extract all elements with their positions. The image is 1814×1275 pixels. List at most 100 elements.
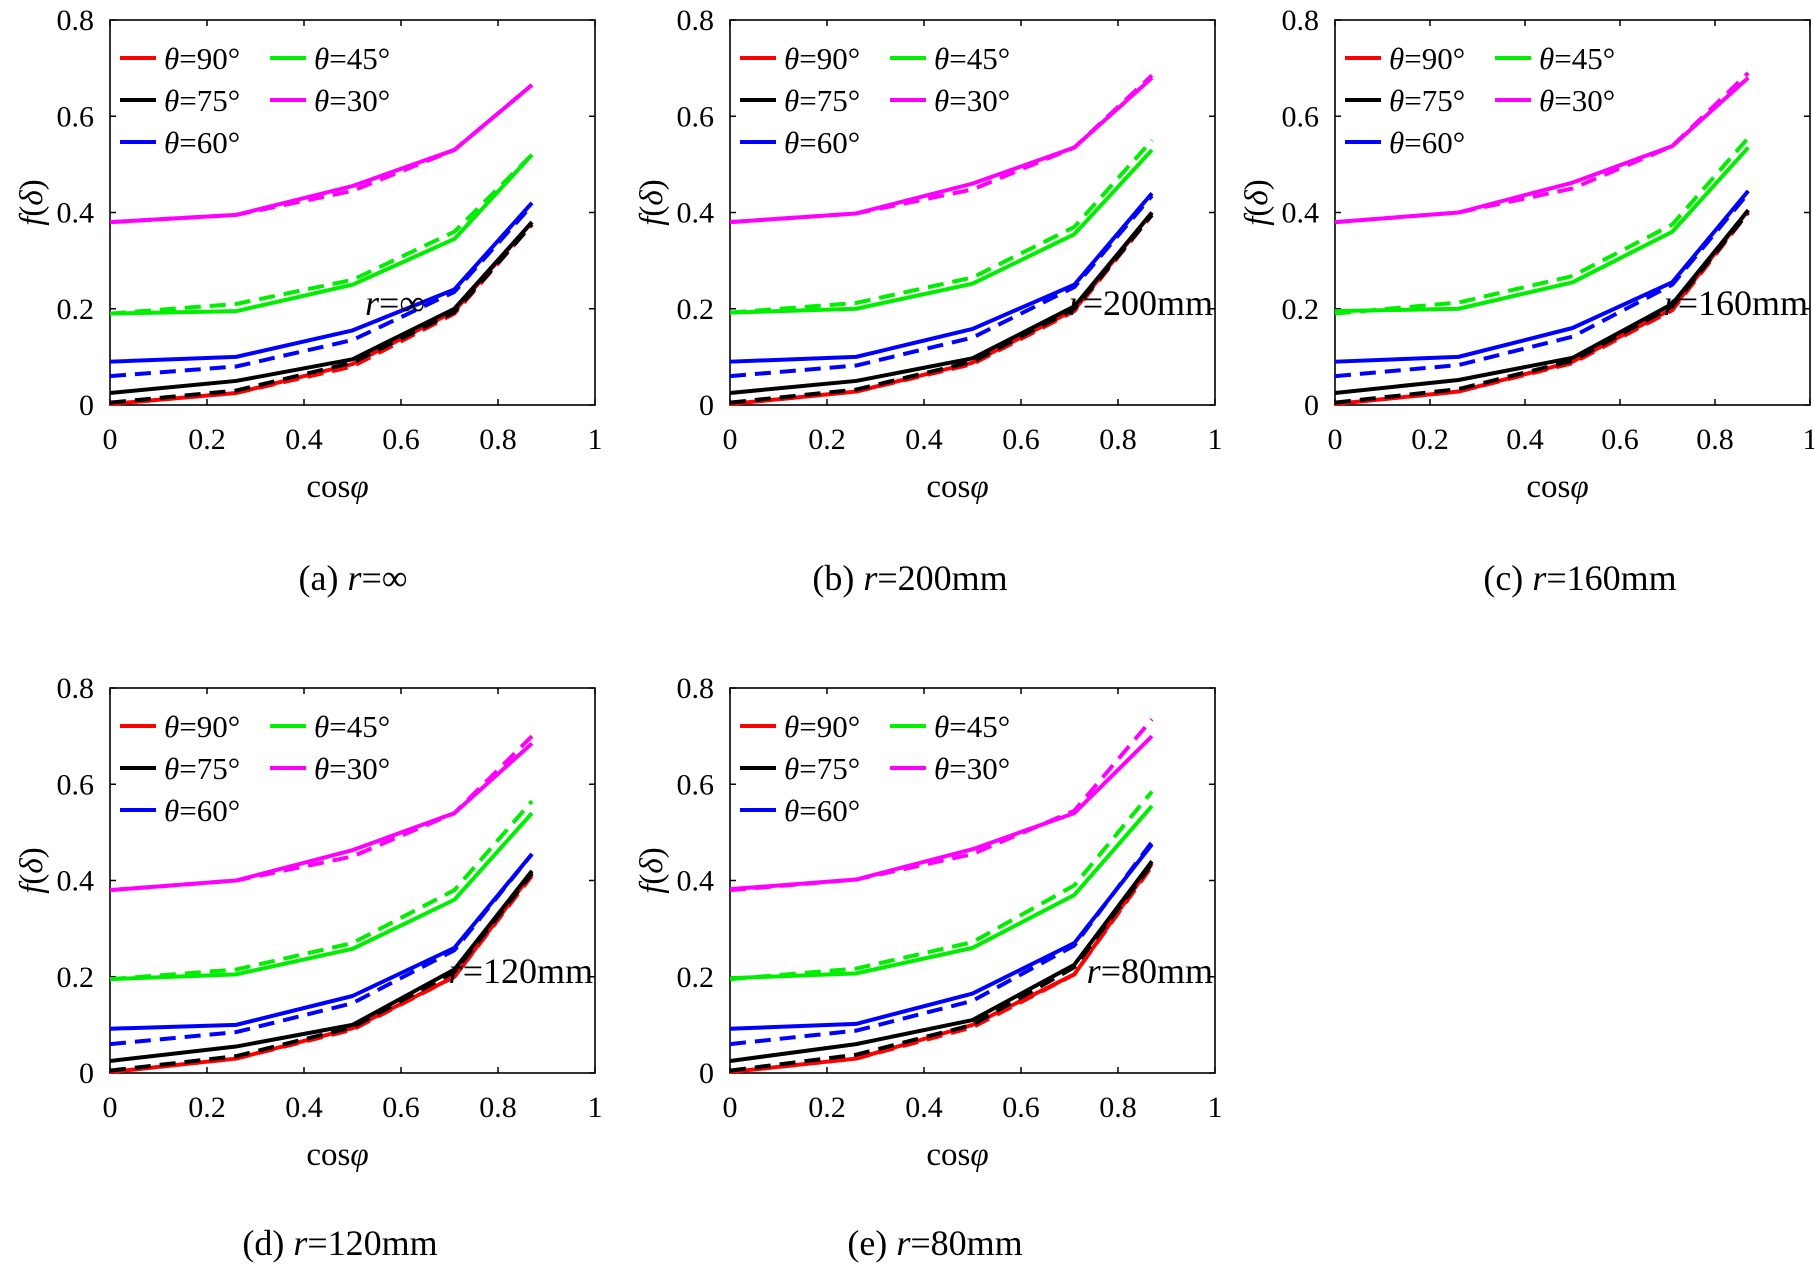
legend-entry: θ=90° — [164, 709, 240, 744]
y-tick-label: 0.4 — [1282, 197, 1320, 230]
legend-entry: θ=45° — [934, 41, 1010, 76]
legend-entry: θ=75° — [164, 83, 240, 118]
x-tick-label: 0.6 — [1601, 423, 1639, 456]
series-solid-line-30 — [729, 734, 1154, 892]
x-tick-label: 0.2 — [188, 1091, 226, 1124]
legend-entry: θ=45° — [314, 709, 390, 744]
x-tick-label: 0.8 — [479, 1091, 517, 1124]
panel-caption: (c) r=160mm — [1483, 558, 1676, 598]
chart-panel-2: 0 0.2 0.4 0.6 0.8 1 0 0.2 0.4 0.6 0.8 cosφ f(δ) θ=90°… — [634, 4, 1223, 598]
y-tick-label: 0.6 — [1282, 100, 1320, 133]
chart-panel-5: 0 0.2 0.4 0.6 0.8 1 0 0.2 0.4 0.6 0.8 cosφ f(δ) θ=90°… — [634, 672, 1223, 1263]
series-solid-line-60 — [729, 191, 1154, 364]
y-tick-label: 0 — [1304, 389, 1319, 422]
x-tick-label: 0 — [103, 1091, 118, 1124]
x-tick-label: 0.8 — [1099, 1091, 1137, 1124]
x-tick-label: 0.4 — [1506, 423, 1544, 456]
legend-entry: θ=60° — [784, 793, 860, 828]
plot-area — [1334, 19, 1811, 406]
y-tick-label: 0.6 — [677, 100, 715, 133]
panel-caption: (d) r=120mm — [242, 1223, 437, 1263]
x-tick-label: 0 — [723, 1091, 738, 1124]
x-tick-label: 0.2 — [808, 423, 846, 456]
radius-annotation: r=80mm — [1087, 951, 1213, 991]
x-tick-label: 0.8 — [1099, 423, 1137, 456]
y-tick-label: 0 — [79, 1057, 94, 1090]
y-axis-label: f(δ) — [14, 179, 50, 226]
series-solid-line-30 — [109, 83, 534, 225]
series-solid-line-30 — [1334, 76, 1750, 225]
plot-area — [109, 687, 596, 1074]
y-tick-label: 0.2 — [1282, 293, 1320, 326]
series-solid-line-30 — [109, 741, 534, 893]
panel-caption: (b) r=200mm — [812, 558, 1007, 598]
series-dashed-line-45 — [109, 799, 534, 982]
series-dashed-line-45 — [1334, 136, 1750, 316]
series-dashed-line-45 — [109, 153, 534, 316]
y-tick-label: 0.6 — [677, 768, 715, 801]
x-tick-label: 0.6 — [1002, 1091, 1040, 1124]
legend-entry: θ=30° — [314, 83, 390, 118]
legend-entry: θ=75° — [1389, 83, 1465, 118]
series-solid-line-75 — [109, 220, 534, 395]
radius-annotation: r=120mm — [449, 951, 593, 991]
x-tick-label: 0.2 — [808, 1091, 846, 1124]
legend-entry: θ=60° — [164, 125, 240, 160]
x-tick-label: 1 — [588, 423, 603, 456]
y-tick-label: 0 — [699, 389, 714, 422]
x-tick-label: 0.4 — [905, 423, 943, 456]
plot-area — [729, 19, 1216, 406]
y-tick-label: 0.8 — [57, 4, 95, 37]
x-tick-label: 0.8 — [1696, 423, 1734, 456]
chart-panel-3: 0 0.2 0.4 0.6 0.8 1 0 0.2 0.4 0.6 0.8 cosφ f(δ) θ=90°… — [1239, 4, 1814, 598]
panel-caption: (e) r=80mm — [847, 1223, 1022, 1263]
y-tick-label: 0.8 — [677, 672, 715, 705]
legend-entry: θ=30° — [934, 751, 1010, 786]
y-tick-label: 0.4 — [57, 197, 95, 230]
legend-entry: θ=60° — [164, 793, 240, 828]
series-dashed-line-75 — [1334, 211, 1750, 405]
legend-entry: θ=90° — [164, 41, 240, 76]
y-tick-label: 0.8 — [1282, 4, 1320, 37]
x-tick-label: 0.4 — [285, 423, 323, 456]
y-axis-label: f(δ) — [634, 179, 670, 226]
series-solid-line-60 — [109, 201, 534, 364]
x-tick-label: 0.6 — [1002, 423, 1040, 456]
y-tick-label: 0.4 — [677, 197, 715, 230]
x-tick-label: 1 — [1208, 1091, 1223, 1124]
legend-entry: θ=90° — [1389, 41, 1465, 76]
legend-entry: θ=45° — [1539, 41, 1615, 76]
series-solid-line-45 — [109, 153, 534, 316]
x-axis-label: cosφ — [1526, 469, 1588, 505]
legend-entry: θ=60° — [1389, 125, 1465, 160]
legend-entry: θ=60° — [784, 125, 860, 160]
legend-entry: θ=75° — [784, 83, 860, 118]
x-tick-label: 0 — [1328, 423, 1343, 456]
x-tick-label: 0 — [103, 423, 118, 456]
legend-entry: θ=90° — [784, 41, 860, 76]
x-tick-label: 0.4 — [905, 1091, 943, 1124]
series-solid-line-90 — [729, 862, 1154, 1075]
series-solid-line-60 — [729, 843, 1154, 1031]
series-solid-line-45 — [109, 811, 534, 982]
series-dashed-line-60 — [729, 194, 1154, 379]
x-axis-label: cosφ — [926, 469, 988, 505]
x-tick-label: 1 — [588, 1091, 603, 1124]
legend-entry: θ=30° — [934, 83, 1010, 118]
y-axis-label: f(δ) — [14, 847, 50, 894]
radius-annotation: r=200mm — [1069, 283, 1213, 323]
series-solid-line-75 — [729, 860, 1154, 1063]
x-tick-label: 0.6 — [382, 423, 420, 456]
series-solid-line-75 — [1334, 208, 1750, 395]
x-axis-label: cosφ — [306, 469, 368, 505]
radius-annotation: r=160mm — [1664, 283, 1808, 323]
series-solid-line-45 — [729, 148, 1154, 315]
x-tick-label: 1 — [1803, 423, 1814, 456]
y-tick-label: 0.2 — [677, 961, 715, 994]
y-tick-label: 0.4 — [677, 865, 715, 898]
x-tick-label: 0.4 — [285, 1091, 323, 1124]
y-tick-label: 0.8 — [677, 4, 715, 37]
series-solid-line-60 — [109, 852, 534, 1031]
y-tick-label: 0.2 — [677, 293, 715, 326]
